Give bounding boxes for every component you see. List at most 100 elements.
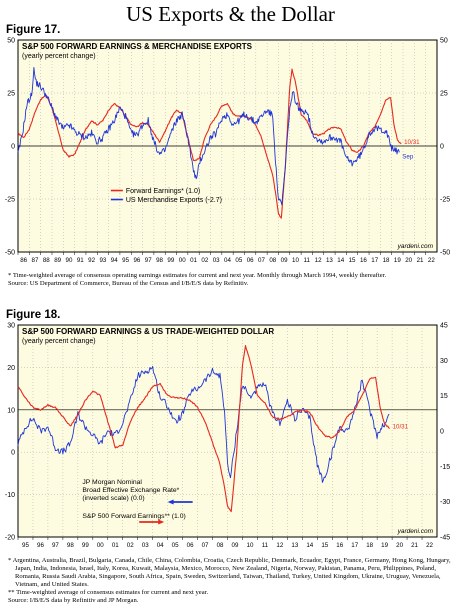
y-right-tick-label: 25 bbox=[440, 91, 448, 98]
x-tick-label: 11 bbox=[262, 542, 269, 549]
x-tick-label: 15 bbox=[321, 542, 328, 549]
x-tick-label: 07 bbox=[202, 542, 209, 549]
x-tick-label: 91 bbox=[77, 257, 84, 264]
x-tick-label: 96 bbox=[37, 542, 44, 549]
blue-series-line bbox=[17, 66, 400, 206]
red-series-line bbox=[17, 345, 390, 513]
x-tick-label: 86 bbox=[20, 257, 27, 264]
series-annotation: S&P 500 Forward Earnings** (1.0) bbox=[82, 513, 185, 520]
y-right-tick-label: 0 bbox=[440, 429, 444, 436]
end-date-label: Sep bbox=[402, 153, 414, 160]
series-annotation: JP Morgan Nominal bbox=[82, 479, 142, 486]
legend-entry: Forward Earnings* (1.0) bbox=[126, 188, 200, 195]
chart-subtitle: (yearly percent change) bbox=[22, 53, 96, 60]
legend-entry: US Merchandise Exports (-2.7) bbox=[126, 197, 222, 204]
blue-arrowhead bbox=[167, 499, 174, 505]
x-tick-label: 11 bbox=[304, 257, 311, 264]
x-tick-label: 13 bbox=[326, 257, 333, 264]
x-tick-label: 88 bbox=[43, 257, 50, 264]
y-left-tick-label: 50 bbox=[7, 38, 15, 45]
credit-label: yardeni.com bbox=[397, 243, 434, 250]
y-left-tick-label: 10 bbox=[7, 407, 15, 414]
red-arrowhead bbox=[158, 519, 165, 525]
x-tick-label: 10 bbox=[292, 257, 299, 264]
x-tick-label: 00 bbox=[97, 542, 104, 549]
x-tick-label: 10 bbox=[247, 542, 254, 549]
x-tick-label: 18 bbox=[366, 542, 373, 549]
x-tick-label: 08 bbox=[217, 542, 224, 549]
figure-18-note-countries: * Argentina, Australia, Brazil, Bulgaria… bbox=[8, 557, 451, 588]
x-tick-label: 90 bbox=[66, 257, 73, 264]
y-left-tick-label: -10 bbox=[5, 492, 15, 499]
x-tick-label: 16 bbox=[360, 257, 367, 264]
end-date-label: 10/31 bbox=[393, 424, 409, 431]
x-tick-label: 19 bbox=[394, 257, 401, 264]
x-tick-label: 95 bbox=[122, 257, 129, 264]
x-tick-label: 21 bbox=[417, 257, 424, 264]
y-right-tick-label: 50 bbox=[440, 38, 448, 45]
x-tick-label: 07 bbox=[258, 257, 265, 264]
x-tick-label: 01 bbox=[112, 542, 119, 549]
series-layer bbox=[17, 66, 402, 219]
y-right-tick-label: 30 bbox=[440, 358, 448, 365]
x-tick-label: 89 bbox=[54, 257, 61, 264]
end-date-label: 10/31 bbox=[404, 139, 420, 146]
figure-18-label: Figure 18. bbox=[6, 309, 61, 321]
chart-title: S&P 500 FORWARD EARNINGS & MERCHANDISE E… bbox=[22, 42, 253, 51]
figure-18-source: Source: I/B/E/S data by Refinitiv and JP… bbox=[8, 597, 139, 604]
x-tick-label: 14 bbox=[306, 542, 313, 549]
x-tick-label: 22 bbox=[426, 542, 433, 549]
x-tick-label: 96 bbox=[133, 257, 140, 264]
x-tick-label: 18 bbox=[383, 257, 390, 264]
x-tick-label: 09 bbox=[281, 257, 288, 264]
y-right-tick-label: 0 bbox=[440, 144, 444, 151]
x-tick-label: 87 bbox=[32, 257, 39, 264]
x-tick-label: 05 bbox=[235, 257, 242, 264]
x-tick-label: 17 bbox=[351, 542, 358, 549]
x-tick-label: 02 bbox=[201, 257, 208, 264]
x-tick-label: 97 bbox=[52, 542, 59, 549]
x-tick-label: 03 bbox=[142, 542, 149, 549]
x-tick-label: 04 bbox=[157, 542, 164, 549]
x-tick-label: 06 bbox=[187, 542, 194, 549]
x-tick-label: 21 bbox=[411, 542, 418, 549]
y-left-tick-label: -20 bbox=[5, 535, 15, 542]
x-tick-label: 16 bbox=[336, 542, 343, 549]
x-tick-label: 05 bbox=[172, 542, 179, 549]
x-tick-label: 02 bbox=[127, 542, 134, 549]
x-tick-label: 14 bbox=[337, 257, 344, 264]
x-tick-label: 20 bbox=[405, 257, 412, 264]
y-left-tick-label: 20 bbox=[7, 365, 15, 372]
credit-label: yardeni.com bbox=[397, 528, 434, 535]
figure-17-notes: * Time-weighted average of consensus ope… bbox=[8, 272, 456, 288]
y-right-tick-label: 15 bbox=[440, 393, 448, 400]
x-tick-label: 08 bbox=[269, 257, 276, 264]
y-right-tick-label: 45 bbox=[440, 323, 448, 330]
x-tick-label: 94 bbox=[111, 257, 118, 264]
x-tick-label: 13 bbox=[291, 542, 298, 549]
y-right-tick-label: -30 bbox=[440, 499, 450, 506]
x-tick-label: 95 bbox=[22, 542, 29, 549]
x-tick-label: 92 bbox=[88, 257, 95, 264]
y-left-tick-label: 0 bbox=[11, 450, 15, 457]
x-tick-label: 17 bbox=[371, 257, 378, 264]
x-tick-label: 00 bbox=[179, 257, 186, 264]
y-left-tick-label: -50 bbox=[5, 250, 15, 257]
x-tick-label: 12 bbox=[276, 542, 283, 549]
y-right-tick-label: -25 bbox=[440, 197, 450, 204]
x-tick-label: 06 bbox=[247, 257, 254, 264]
chart-subtitle: (yearly percent change) bbox=[22, 338, 96, 345]
x-tick-label: 99 bbox=[82, 542, 89, 549]
y-left-tick-label: 25 bbox=[7, 91, 15, 98]
x-tick-label: 09 bbox=[232, 542, 239, 549]
chart-title: S&P 500 FORWARD EARNINGS & US TRADE-WEIG… bbox=[22, 327, 274, 336]
y-left-tick-label: 30 bbox=[7, 323, 15, 330]
blue-series-line bbox=[17, 365, 390, 483]
figure-18-notes: * Argentina, Australia, Brazil, Bulgaria… bbox=[8, 557, 456, 605]
x-tick-label: 03 bbox=[213, 257, 220, 264]
figure-18-note-estimates: ** Time-weighted average of consensus es… bbox=[8, 589, 209, 596]
y-right-tick-label: -50 bbox=[440, 250, 450, 257]
x-tick-label: 99 bbox=[167, 257, 174, 264]
page-title: US Exports & the Dollar bbox=[126, 2, 335, 26]
